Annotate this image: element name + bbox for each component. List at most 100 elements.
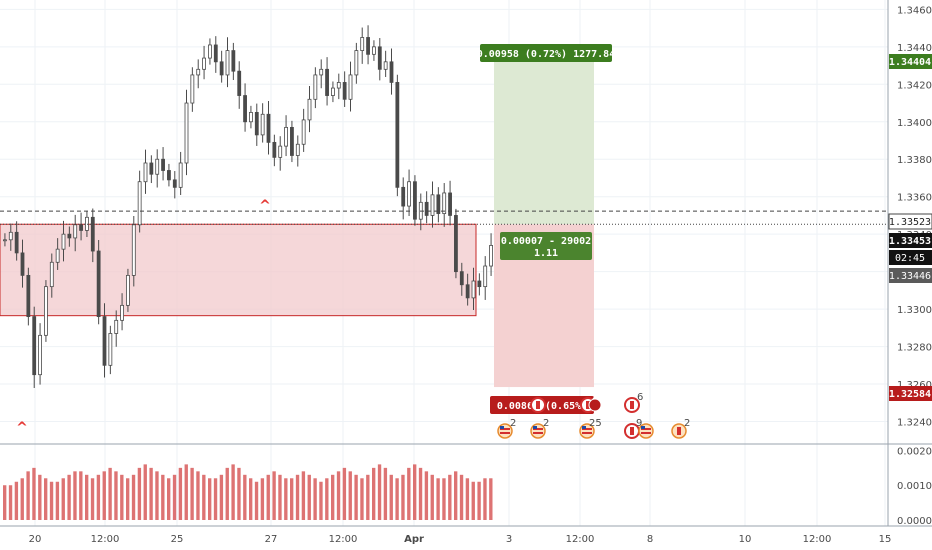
- candle: [79, 212, 83, 241]
- price-tick-label: 1.32800: [897, 343, 932, 354]
- price-tick-label: 1.33600: [897, 193, 932, 204]
- price-zone[interactable]: [0, 223, 477, 317]
- volume-bar: [249, 478, 253, 520]
- volume-bar: [459, 474, 464, 520]
- ca-flag-event-icon[interactable]: 6: [624, 392, 643, 413]
- ca-flag-event-icon[interactable]: [530, 397, 546, 413]
- candle: [44, 280, 48, 342]
- candle: [102, 303, 107, 378]
- candle: [325, 57, 329, 106]
- volume-bar: [483, 478, 487, 520]
- candle: [471, 267, 476, 311]
- candle: [178, 151, 183, 196]
- candle: [313, 67, 318, 109]
- candle: [231, 42, 236, 80]
- us-flag-event-icon[interactable]: 2: [530, 418, 549, 439]
- event-count: 6: [637, 392, 643, 403]
- time-axis[interactable]: 20 12:00 25 27 12:00 Apr 3 12:00 8 10 12:00 15: [29, 534, 892, 545]
- time-tick-label: 8: [647, 534, 653, 545]
- event-count: 2: [684, 418, 690, 429]
- volume-bar: [407, 467, 411, 520]
- candle: [143, 149, 148, 194]
- candle: [448, 180, 452, 226]
- center-label[interactable]: 0.00007 - 29002 1.11: [500, 232, 592, 260]
- svg-text:1.33453: 1.33453: [889, 236, 931, 247]
- volume-bar: [295, 474, 300, 520]
- event-count: 2: [543, 418, 549, 429]
- time-tick-label: 12:00: [803, 534, 832, 545]
- time-tick-label: 25: [171, 534, 184, 545]
- volume-bar: [366, 474, 370, 520]
- volume-bar: [161, 474, 165, 520]
- volume-tick-label: 0.0010: [897, 481, 932, 492]
- us-flag-event-icon[interactable]: [638, 423, 654, 439]
- target-area[interactable]: [494, 46, 594, 225]
- candle: [126, 268, 130, 312]
- time-tick-label: 20: [29, 534, 42, 545]
- candle: [266, 100, 271, 155]
- candle: [336, 73, 341, 100]
- volume-bar: [3, 485, 7, 520]
- volume-bar: [108, 467, 112, 520]
- candle: [213, 36, 218, 73]
- candle: [61, 220, 66, 262]
- candle: [254, 103, 259, 146]
- us-flag-event-icon[interactable]: 25: [579, 418, 602, 439]
- svg-text:1.33523: 1.33523: [889, 217, 931, 228]
- volume-bar: [377, 464, 382, 520]
- candle: [120, 293, 124, 331]
- volume-bar: [96, 474, 101, 520]
- price-tick-label: 1.34200: [897, 80, 932, 91]
- us-flag-event-icon[interactable]: 2: [497, 418, 516, 439]
- candle: [155, 149, 160, 188]
- ca-flag-event-icon[interactable]: 2: [671, 418, 690, 439]
- candle: [149, 155, 154, 184]
- candle: [131, 216, 136, 287]
- candle: [184, 89, 189, 176]
- low-price-label: 1.33446: [889, 268, 932, 283]
- volume-bar: [184, 464, 188, 520]
- candle: [360, 27, 365, 64]
- volume-bar: [284, 478, 288, 520]
- price-tick-label: 1.34600: [897, 5, 932, 16]
- candle: [272, 134, 277, 167]
- volume-bar: [90, 478, 95, 520]
- candle: [20, 239, 25, 288]
- volume-bar: [383, 467, 388, 520]
- candle: [49, 253, 54, 298]
- candle: [459, 262, 464, 296]
- volume-bar: [260, 478, 265, 520]
- volume-axis[interactable]: 0.0020 0.0010 0.0000: [897, 446, 932, 527]
- candle: [454, 208, 458, 279]
- candle: [108, 325, 113, 375]
- volume-bar: [213, 478, 218, 520]
- volume-bar: [301, 471, 306, 520]
- candle: [208, 38, 212, 65]
- volume-bar: [424, 471, 429, 520]
- volume-histogram: [3, 464, 493, 520]
- volume-bar: [155, 471, 159, 520]
- ca-flag-event-icon[interactable]: 2: [588, 392, 602, 412]
- volume-bar: [114, 471, 118, 520]
- economic-events[interactable]: 2 2 25 6: [497, 392, 690, 439]
- candle: [38, 323, 42, 385]
- time-tick-label: 15: [879, 534, 892, 545]
- volume-bar: [190, 467, 194, 520]
- time-tick-label: 12:00: [91, 534, 120, 545]
- candle: [483, 256, 488, 300]
- candle: [401, 177, 406, 220]
- target-label[interactable]: 0.00958 (0.72%) 1277.84: [477, 44, 615, 62]
- event-count: 9: [636, 418, 642, 429]
- price-tick-label: 1.34000: [897, 118, 932, 129]
- ca-flag-event-icon[interactable]: 9: [624, 418, 642, 439]
- volume-bar: [278, 474, 282, 520]
- volume-bar: [448, 474, 452, 520]
- candle: [114, 310, 119, 347]
- candle: [301, 108, 306, 152]
- volume-bar: [167, 478, 171, 520]
- marker-caret-2: ^: [16, 420, 28, 436]
- volume-bar: [49, 481, 54, 520]
- volume-bar: [354, 474, 358, 520]
- time-tick-label: 3: [506, 534, 512, 545]
